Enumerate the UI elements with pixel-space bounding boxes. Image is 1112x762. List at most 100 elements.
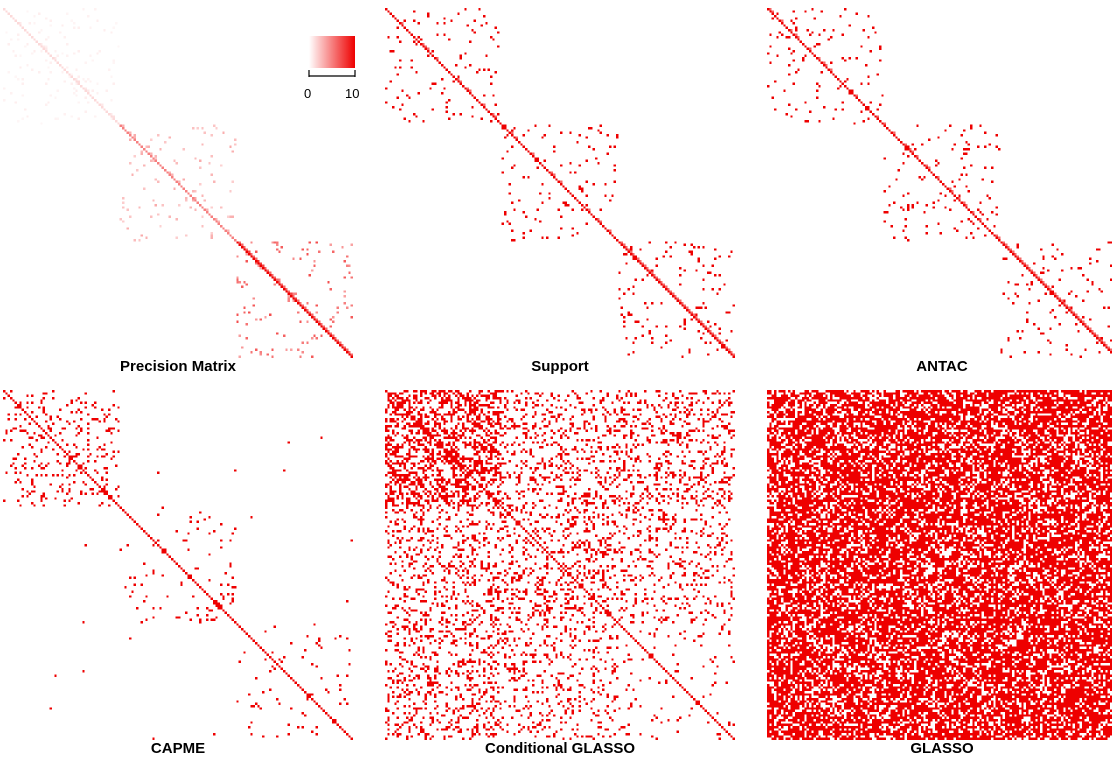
diagonal-cell [115,120,117,122]
matrix-cell [560,465,562,467]
matrix-cell [478,460,480,462]
matrix-cell [429,542,431,544]
diagonal-cell [877,115,879,117]
matrix-cell [408,549,410,551]
matrix-cell [429,411,431,413]
matrix-cell [101,490,103,492]
matrix-cell [439,451,441,453]
matrix-cell [432,684,434,686]
matrix-cell [504,432,506,434]
matrix-cell [80,427,82,429]
matrix-cell [733,448,735,450]
matrix-cell [220,593,222,595]
matrix-cell [457,76,459,78]
matrix-cell [630,448,632,450]
matrix-cell [316,241,318,243]
matrix-cell [26,406,28,408]
matrix-cell [404,691,406,693]
matrix-cell [464,588,466,590]
matrix-cell [427,460,429,462]
matrix-cell [390,453,392,455]
diagonal-cell [991,232,993,234]
matrix-cell [85,402,87,404]
matrix-cell [642,279,644,281]
matrix-cell [427,567,429,569]
matrix-cell [288,295,290,297]
diagonal-cell [646,269,648,271]
diagonal-cell [124,129,126,131]
matrix-cell [82,481,84,483]
matrix-cell [436,560,438,562]
diagonal-cell [208,213,210,215]
matrix-cell [928,139,930,141]
matrix-cell [1049,328,1051,330]
matrix-cell [187,577,189,579]
matrix-cell [436,483,438,485]
matrix-cell [464,446,466,448]
matrix-cell [422,649,424,651]
diagonal-cell [99,104,101,106]
matrix-cell [912,206,914,208]
matrix-cell [544,160,546,162]
matrix-cell [434,397,436,399]
matrix-cell [450,565,452,567]
matrix-cell [227,593,229,595]
matrix-cell [726,462,728,464]
matrix-cell [288,300,290,302]
matrix-cell [401,474,403,476]
matrix-cell [776,55,778,57]
diagonal-cell [253,640,255,642]
matrix-cell [427,416,429,418]
matrix-cell [415,488,417,490]
matrix-cell [474,446,476,448]
matrix-cell [439,647,441,649]
matrix-cell [36,474,38,476]
matrix-cell [607,425,609,427]
matrix-cell [637,434,639,436]
diagonal-cell [895,136,897,138]
diagonal-cell [665,286,667,288]
diagonal-cell [448,71,450,73]
matrix-cell [700,337,702,339]
diagonal-cell [66,71,68,73]
matrix-cell [513,451,515,453]
diagonal-cell [513,518,515,520]
matrix-cell [394,420,396,422]
matrix-cell [413,626,415,628]
matrix-cell [33,460,35,462]
matrix-cell [723,402,725,404]
matrix-cell [420,439,422,441]
diagonal-cell [726,731,728,733]
diagonal-cell [1108,349,1110,351]
diagonal-cell [532,537,534,539]
diagonal-cell [31,36,33,38]
matrix-cell [103,493,105,495]
matrix-cell [979,202,981,204]
matrix-cell [462,427,464,429]
matrix-cell [432,411,434,413]
matrix-cell [443,427,445,429]
matrix-cell [688,349,690,351]
matrix-cell [47,66,49,68]
matrix-cell [255,318,257,320]
matrix-cell [392,670,394,672]
matrix-cell [502,441,504,443]
matrix-cell [229,539,231,541]
matrix-cell [628,474,630,476]
matrix-cell [707,458,709,460]
matrix-cell [455,395,457,397]
matrix-cell [842,101,844,103]
matrix-cell [663,413,665,415]
matrix-cell [260,262,262,264]
diagonal-cell [879,120,881,122]
matrix-cell [422,511,424,513]
diagonal-cell [408,31,410,33]
matrix-cell [439,630,441,632]
matrix-cell [422,700,424,702]
matrix-cell [1066,349,1068,351]
matrix-cell [551,444,553,446]
matrix-cell [485,427,487,429]
matrix-cell [434,682,436,684]
matrix-cell [78,467,80,469]
diagonal-cell [269,656,271,658]
